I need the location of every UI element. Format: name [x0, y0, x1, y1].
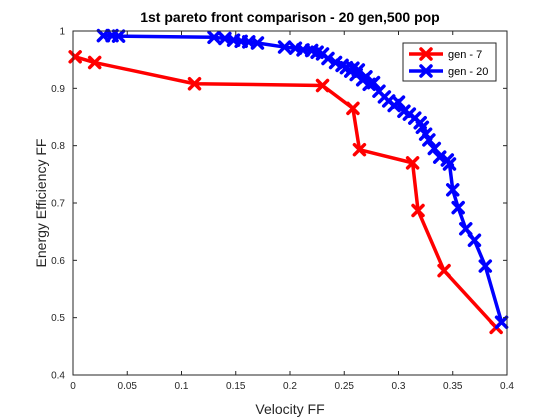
legend: gen - 7 gen - 20 [402, 42, 497, 82]
x-tick-label: 0.4 [500, 381, 514, 392]
data-point [111, 29, 126, 43]
data-point [415, 120, 430, 135]
data-point [437, 263, 451, 278]
x-tick-label: 0.1 [175, 381, 189, 392]
series-line [74, 55, 498, 329]
legend-marker [419, 47, 433, 61]
legend-entry: gen - 20 [409, 64, 488, 78]
data-point [422, 133, 436, 147]
data-point [352, 142, 367, 157]
data-point [494, 315, 509, 330]
x-tick-label: 0.25 [335, 381, 355, 392]
legend-box [402, 42, 497, 82]
data-point [459, 222, 473, 236]
y-tick-label: 0.4 [51, 371, 65, 382]
data-point [321, 51, 335, 66]
x-tick-label: 0 [70, 381, 76, 392]
data-point [366, 75, 381, 90]
data-point [207, 30, 221, 45]
y-tick-label: 1 [59, 27, 65, 38]
plot-area [73, 31, 507, 375]
x-tick-label: 0.2 [283, 381, 297, 392]
data-point [451, 200, 465, 215]
data-point [187, 76, 202, 91]
data-point [328, 55, 343, 70]
data-point [68, 50, 82, 64]
data-point [346, 101, 360, 116]
data-point [442, 157, 457, 171]
data-point [277, 40, 292, 54]
data-point [391, 95, 406, 109]
y-axis-label: Energy Efficiency FF [33, 139, 49, 268]
x-tick-label: 0.15 [226, 381, 246, 392]
data-point [315, 78, 330, 93]
legend-entry: gen - 7 [409, 47, 482, 61]
chart-title: 1st pareto front comparison - 20 gen,500… [140, 9, 440, 25]
data-point [478, 259, 493, 273]
legend-label: gen - 7 [448, 49, 482, 61]
legend-marker [419, 64, 433, 78]
x-tick-label: 0.05 [118, 381, 138, 392]
data-point [446, 183, 460, 197]
y-tick-label: 0.5 [51, 313, 65, 324]
data-point [87, 55, 102, 70]
y-tick-label: 0.6 [51, 256, 65, 267]
series-2 [96, 28, 509, 330]
y-tick-label: 0.8 [51, 141, 65, 152]
data-point [411, 203, 425, 218]
x-tick-label: 0.3 [392, 381, 406, 392]
legend-label: gen - 20 [448, 66, 488, 78]
x-tick-label: 0.35 [443, 381, 463, 392]
data-point [250, 36, 265, 50]
data-point [405, 156, 420, 170]
series-1 [68, 50, 503, 335]
data-point [467, 233, 482, 248]
y-tick-label: 0.7 [51, 199, 65, 210]
y-tick-label: 0.9 [51, 84, 65, 95]
x-axis-label: Velocity FF [255, 401, 324, 417]
data-point [427, 141, 442, 156]
